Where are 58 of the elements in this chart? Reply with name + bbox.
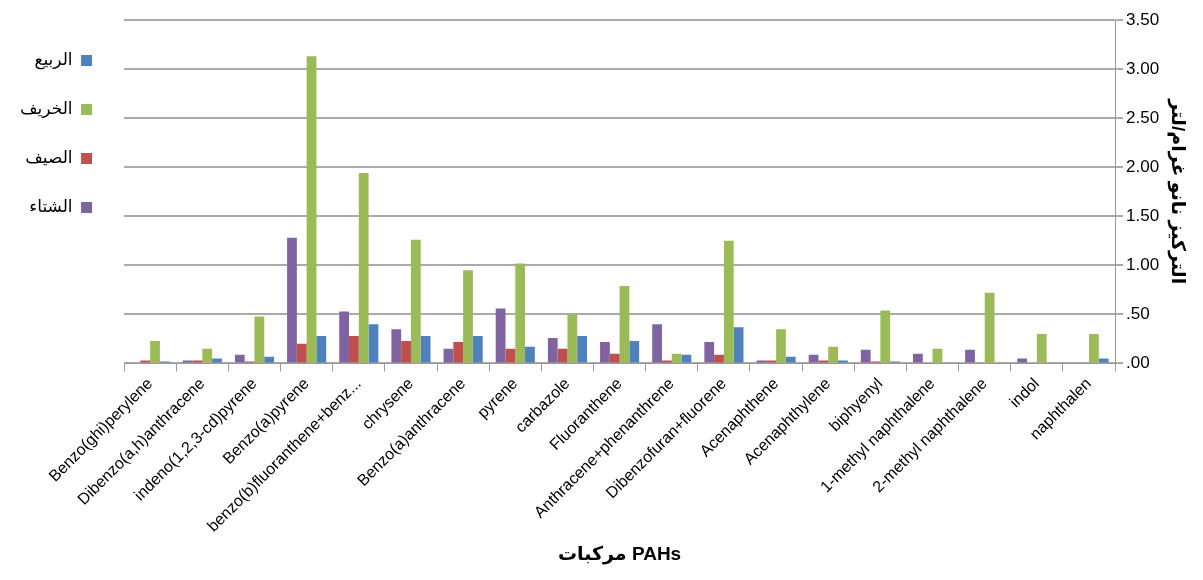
bar [1036,334,1047,363]
bar [547,337,558,363]
bar [600,341,610,363]
bar [420,336,431,363]
bar [306,56,317,363]
y-tick-label: .00 [1126,353,1150,373]
bar [828,346,839,363]
bar [495,308,506,363]
bar [723,240,734,363]
bar [525,346,535,363]
bar [358,173,369,363]
bar [234,354,245,363]
bar [287,237,297,363]
bar [472,336,483,363]
bar [339,311,350,363]
bar [296,343,307,363]
bar [733,327,744,363]
bar [776,329,786,363]
bar [704,341,715,363]
x-axis-title: مركبات PAHs [558,542,682,565]
y-tick-label: 1.00 [1126,255,1160,275]
y-tick-label: 1.50 [1126,205,1160,225]
bar [671,353,682,363]
y-tick-label: .50 [1126,304,1150,324]
y-axis-title: التركيز نانو غرام/لتر [1167,98,1190,285]
bar [880,310,891,363]
bar [965,349,975,363]
legend-label: الشتاء [29,197,73,217]
bar [316,336,327,363]
y-tick-label: 3.50 [1126,9,1160,29]
legend-label: الصيف [25,148,73,168]
y-tick-label: 3.00 [1126,58,1160,78]
bar [577,336,587,363]
bar [567,314,578,363]
bar [391,329,402,363]
bar [515,263,526,363]
bar [349,336,359,363]
bar [410,239,421,363]
bar [609,353,620,363]
bar [254,316,265,363]
bar [619,285,630,363]
bar [368,324,379,363]
bar [202,348,213,363]
bar [652,324,662,363]
legend-label: الربيع [34,50,73,71]
y-tick-label: 2.50 [1126,107,1160,127]
bar [984,292,995,363]
legend-label: الخريف [19,99,73,119]
bar [463,270,473,363]
bar [401,340,411,363]
bar [913,353,923,363]
bar [714,354,724,363]
y-tick-label: 2.00 [1126,156,1160,176]
bar [150,340,160,363]
bar [860,349,871,363]
bar [1089,334,1099,363]
bar [453,341,464,363]
bar [629,340,640,363]
